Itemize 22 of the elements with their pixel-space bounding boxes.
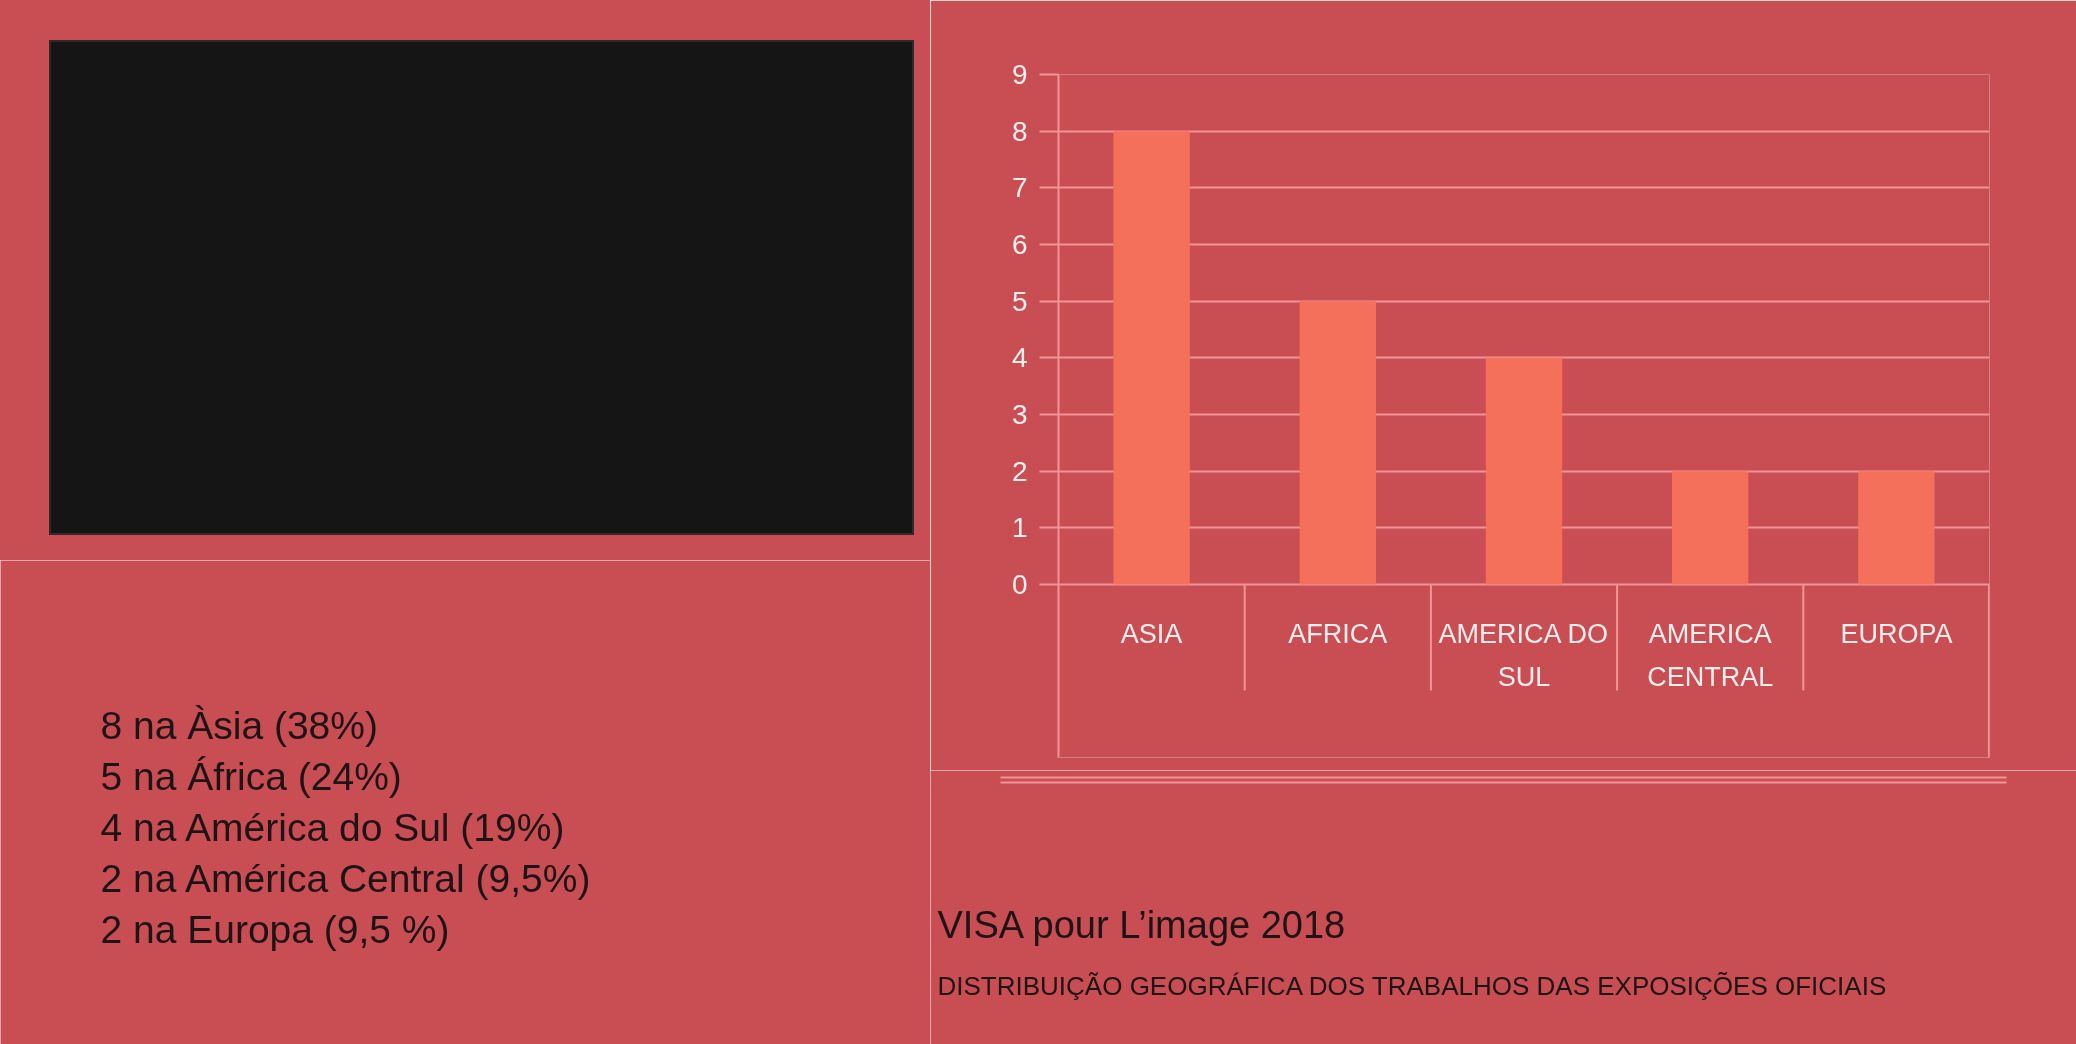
text: 4 na América do Sul (19%) [100, 806, 565, 849]
text: DISTRIBUIÇÃO GEOGRÁFICA DOS TRABALHOS DAS EXPOSIÇÕES OFICIAIS [937, 970, 1887, 1001]
y-tick-label: 5 [1011, 285, 1028, 317]
x-tick-label: EUROPA [1840, 618, 1953, 649]
y-tick-label: 2 [1011, 455, 1028, 487]
x-tick-label: AFRICA [1288, 618, 1388, 649]
y-tick-label: 6 [1011, 229, 1028, 260]
y-tick-label: 8 [1011, 115, 1028, 147]
text: 2 na América Central (9,5%) [100, 857, 591, 900]
x-tick-label: ASIA [1120, 618, 1183, 649]
text: 8 na Àsia (38%) [100, 704, 378, 747]
x-tick-label: AMERICA DO SUL [1438, 618, 1609, 692]
y-tick-label: 9 [1011, 59, 1028, 90]
text: 2 na Europa (9,5 %) [100, 908, 450, 951]
text: VISA pour L’image 2018 [937, 903, 1346, 946]
y-tick-label: 0 [1011, 569, 1028, 600]
y-tick-label: 3 [1011, 399, 1028, 430]
text: 5 na África (24%) [100, 755, 402, 798]
x-tick-label: AMERICA CENTRAL [1647, 618, 1774, 692]
y-tick-label: 4 [1011, 342, 1028, 374]
y-tick-label: 1 [1011, 512, 1028, 544]
y-tick-label: 7 [1011, 172, 1028, 204]
